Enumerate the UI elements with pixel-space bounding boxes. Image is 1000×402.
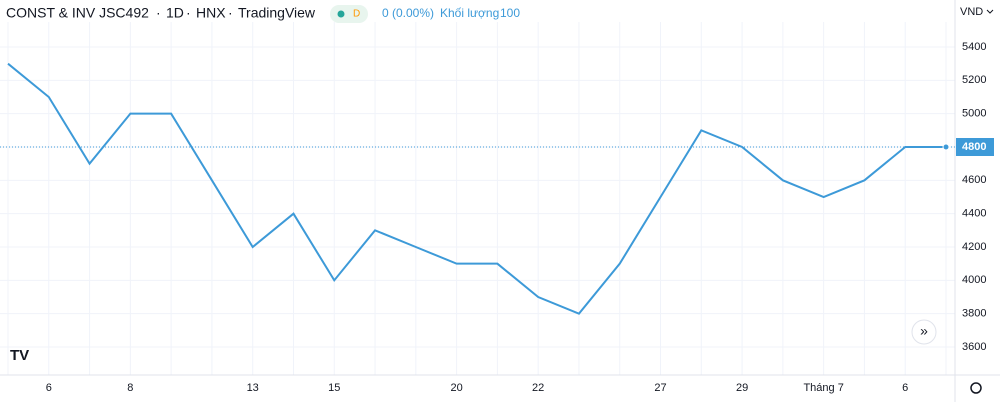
- y-tick-label: 5000: [962, 108, 986, 120]
- y-tick-label: 4400: [962, 208, 986, 220]
- svg-text:TV: TV: [10, 347, 29, 364]
- price-line: [7, 62, 946, 315]
- last-point: [942, 143, 950, 151]
- header-exchange: HNX: [196, 5, 226, 21]
- header-interval: 1D: [166, 5, 184, 21]
- y-tick-label: 4600: [962, 174, 986, 186]
- y-tick-label: 3800: [962, 308, 986, 320]
- x-tick-label: Tháng 7: [803, 382, 843, 394]
- x-tick-label: 29: [736, 382, 748, 394]
- header-source: TradingView: [238, 5, 316, 21]
- tv-logo: TV: [10, 347, 29, 364]
- y-tick-label: 5400: [962, 41, 986, 53]
- x-tick-label: 8: [127, 382, 133, 394]
- volume: 100: [500, 6, 520, 20]
- change: 0 (0.00%): [382, 6, 434, 20]
- separator: ·: [228, 5, 233, 21]
- settings-icon[interactable]: [970, 382, 982, 394]
- last-price-box: [956, 138, 994, 156]
- y-tick-label: 4200: [962, 241, 986, 253]
- separator: ·: [156, 5, 161, 21]
- y-tick-label: 4000: [962, 274, 986, 286]
- header-title: CONST & INV JSC492: [6, 5, 149, 21]
- x-tick-label: 15: [328, 382, 340, 394]
- x-tick-label: 27: [654, 382, 666, 394]
- volume-label: Khối lượng: [440, 6, 499, 20]
- grid: [0, 22, 955, 375]
- x-tick-label: 20: [450, 382, 462, 394]
- x-tick-label: 6: [46, 382, 52, 394]
- currency-caret[interactable]: [986, 9, 994, 14]
- status-dot: [337, 10, 345, 18]
- separator: ·: [186, 5, 191, 21]
- scroll-button[interactable]: [911, 319, 937, 345]
- plot: [0, 62, 955, 315]
- badge-text: D: [353, 9, 360, 20]
- currency: VND: [960, 6, 983, 18]
- scroll-icon: »: [920, 323, 928, 339]
- x-tick-label: 6: [902, 382, 908, 394]
- y-tick-label: 5200: [962, 74, 986, 86]
- status-badge: [330, 5, 368, 23]
- x-tick-label: 13: [247, 382, 259, 394]
- last-price-label: 4800: [962, 141, 986, 153]
- y-tick-label: 3600: [962, 341, 986, 353]
- x-tick-label: 22: [532, 382, 544, 394]
